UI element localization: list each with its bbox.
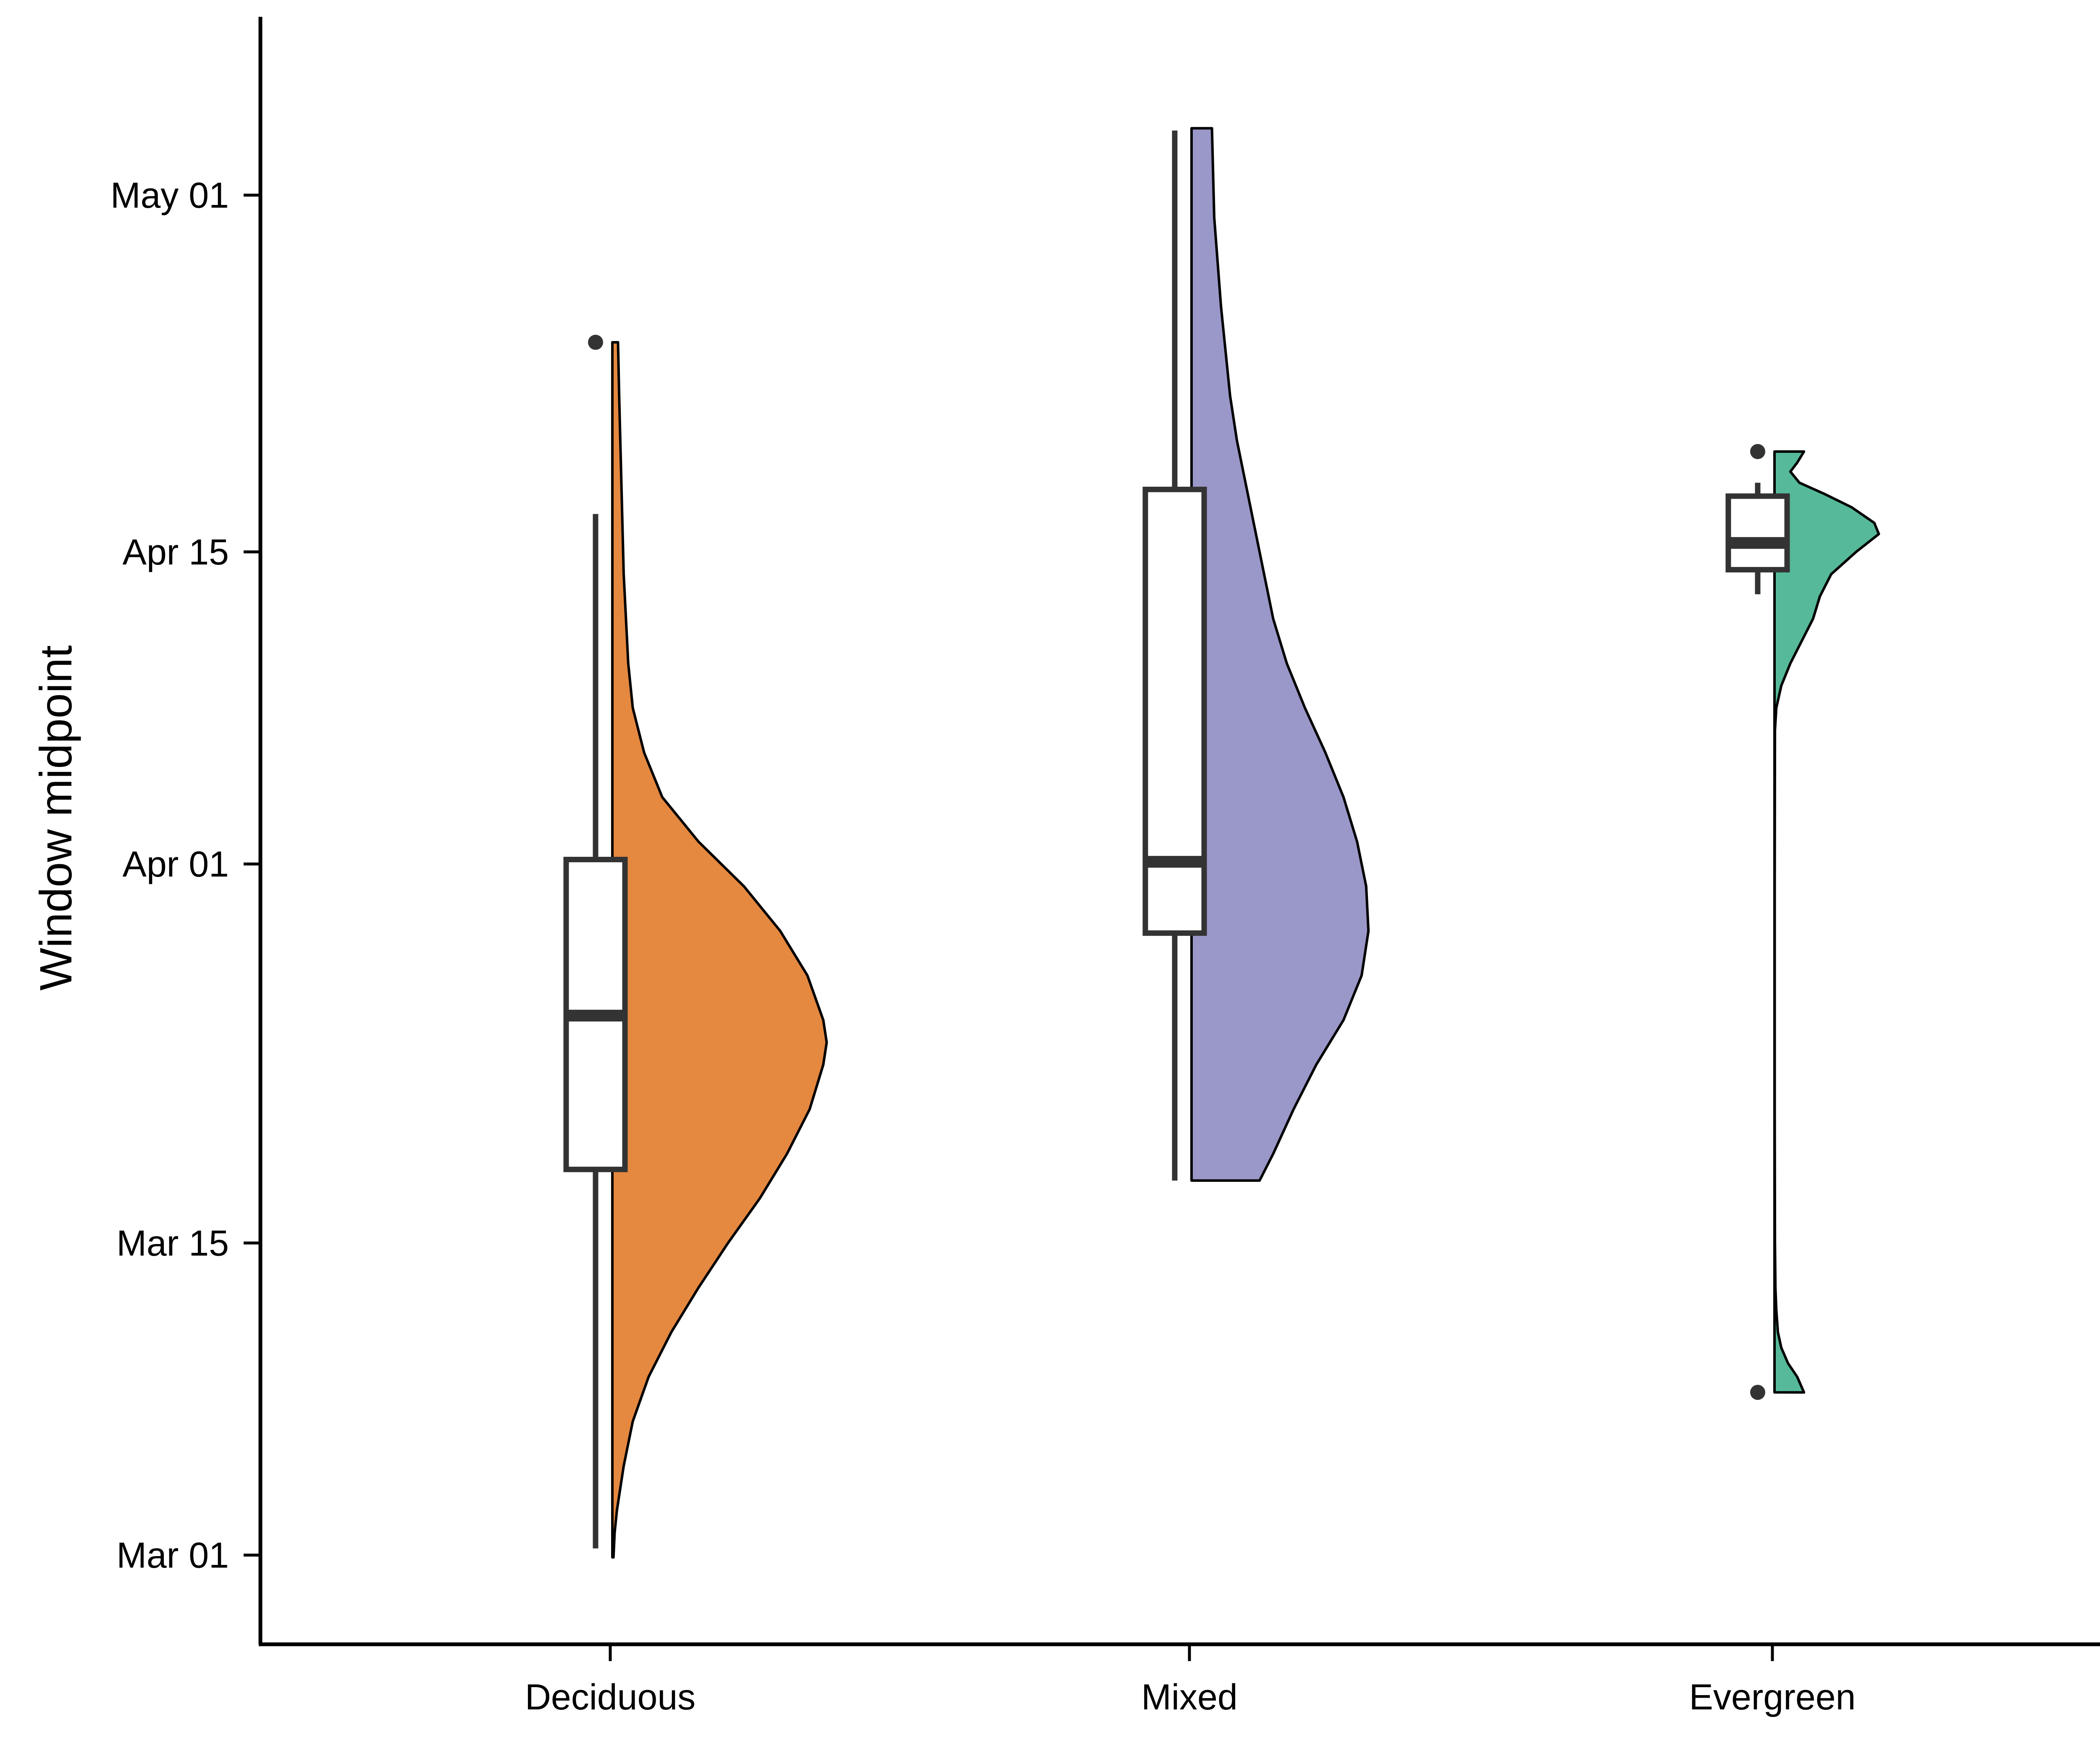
violin-mixed [1190,127,1370,1182]
y-tick-label: May 01 [110,176,229,216]
y-tick-label: Mar 01 [116,1536,229,1576]
outlier-point [588,335,603,350]
y-tick-label: Apr 01 [123,844,229,885]
x-tick-label: Deciduous [525,1677,696,1717]
y-tick-label: Mar 15 [116,1223,229,1264]
y-axis-title: Window midpoint [30,645,81,990]
x-tick-label: Evergreen [1689,1677,1856,1717]
plot-area [563,127,1880,1559]
x-tick-label: Mixed [1141,1677,1237,1717]
violin-evergreen [1773,450,1880,1394]
outlier-point [1750,1385,1765,1400]
axes: Mar 01 Mar 15 Apr 01 Apr 15 May 01 Deciduous M… [110,17,2100,1717]
y-tick-label: Apr 15 [123,532,229,572]
violin-deciduous [611,341,828,1559]
box [1725,493,1790,572]
outlier-point [1750,444,1765,459]
